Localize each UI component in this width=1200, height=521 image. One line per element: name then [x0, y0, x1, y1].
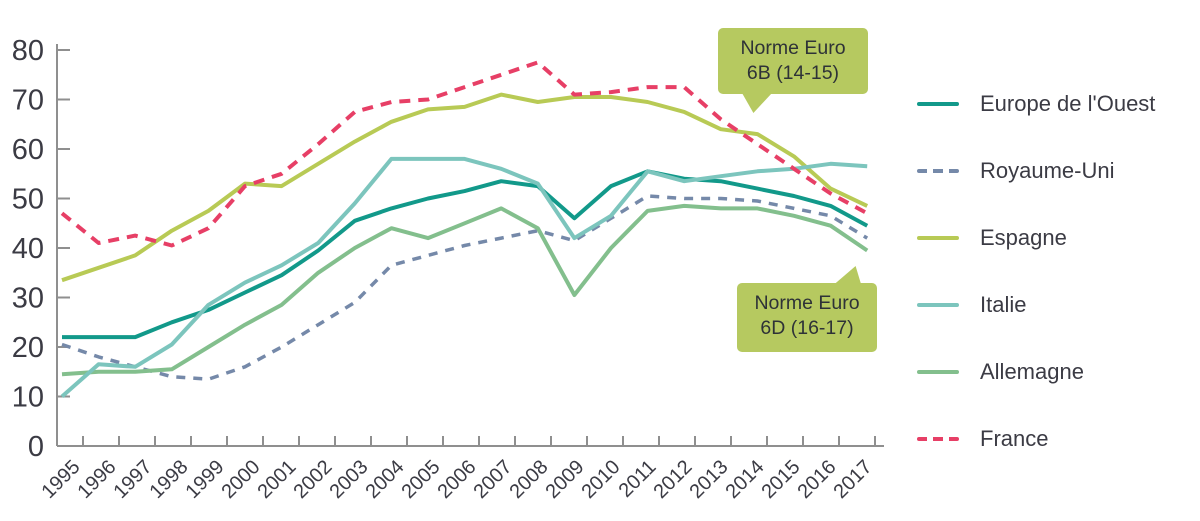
x-tick-label: 1997	[110, 456, 157, 503]
series-line-italie	[60, 156, 868, 399]
callout-6b-line1: Norme Euro	[740, 37, 846, 59]
x-tick-label: 2010	[578, 456, 625, 503]
axes	[56, 44, 884, 447]
legend-item-italie: Italie	[917, 271, 1155, 338]
legend-item-royaume-uni: Royaume-Uni	[917, 137, 1155, 204]
y-tick-label: 30	[12, 283, 44, 315]
x-tick-label: 2004	[362, 456, 409, 503]
x-tick-label: 2015	[758, 456, 805, 503]
x-tick-label: 1999	[182, 456, 229, 503]
callout-6b-line2: 6B (14-15)	[746, 61, 840, 84]
legend-swatch-italie	[917, 302, 959, 307]
legend-swatch-espagne	[917, 235, 959, 240]
x-tick-label: 2008	[506, 456, 553, 503]
legend-label-france: France	[980, 425, 1049, 451]
y-tick-label: 70	[12, 85, 44, 117]
x-tick-label: 1995	[38, 456, 85, 503]
x-tick-label: 2017	[830, 456, 877, 503]
callout-6d-line1: Norme Euro	[754, 292, 860, 314]
legend-swatch-royaume-uni	[917, 168, 959, 173]
y-tick-label: 50	[12, 184, 44, 216]
y-tick-label: 60	[12, 134, 44, 166]
series-line-royaume-uni	[61, 194, 869, 381]
x-tick-label: 2005	[398, 456, 445, 503]
callout-norme-euro-6d: Norme Euro 6D (16-17)	[737, 266, 877, 352]
series-line-france	[60, 60, 869, 248]
x-tick-label: 2014	[722, 456, 769, 503]
series-line-europe-de-l-ouest	[62, 169, 869, 340]
legend-swatch-allemagne	[917, 369, 959, 374]
legend-item-france: France	[917, 405, 1155, 472]
x-tick-label: 2009	[542, 456, 589, 503]
legend-label-allemagne: Allemagne	[980, 358, 1084, 384]
legend-label-espagne: Espagne	[980, 224, 1067, 250]
callout-6d-line2: 6D (16-17)	[760, 316, 854, 339]
legend-swatch-europe-de-l-ouest	[917, 101, 959, 106]
y-tick-label: 10	[12, 382, 44, 414]
y-axis-ticks: 0 10 20 30 40 50 60 70 80	[12, 35, 70, 463]
series-lines	[60, 60, 869, 399]
legend-item-allemagne: Allemagne	[917, 338, 1155, 405]
y-tick-label: 80	[12, 35, 44, 67]
x-tick-label: 2013	[686, 456, 733, 503]
callout-norme-euro-6b: Norme Euro 6B (14-15)	[718, 28, 868, 113]
x-tick-label: 2006	[434, 456, 481, 503]
x-tick-label: 2007	[470, 456, 517, 503]
legend: Europe de l'Ouest Royaume-Uni Espagne Itali…	[917, 70, 1155, 472]
y-tick-label: 20	[12, 332, 44, 364]
series-line-allemagne	[61, 203, 869, 377]
x-tick-label: 2000	[218, 456, 265, 503]
x-tick-label: 2001	[254, 456, 301, 503]
series-line-espagne	[61, 92, 869, 283]
x-tick-label: 2012	[650, 456, 697, 503]
x-tick-label: 2003	[326, 456, 373, 503]
x-tick-label: 2002	[290, 456, 337, 503]
x-tick-label: 1996	[74, 456, 121, 503]
y-tick-label: 40	[12, 233, 44, 265]
x-tick-label: 2016	[794, 456, 841, 503]
legend-label-royaume-uni: Royaume-Uni	[980, 157, 1115, 183]
legend-label-europe-de-l-ouest: Europe de l'Ouest	[980, 90, 1156, 116]
legend-label-italie: Italie	[980, 291, 1027, 317]
legend-item-europe-de-l-ouest: Europe de l'Ouest	[917, 70, 1155, 137]
x-tick-label: 2011	[615, 456, 661, 502]
legend-swatch-france	[917, 436, 959, 441]
legend-item-espagne: Espagne	[917, 204, 1155, 271]
line-chart: 0102030405060708019951996199719981999200…	[12, 35, 884, 503]
x-tick-label: 1998	[146, 456, 193, 503]
y-tick-label: 0	[28, 431, 44, 463]
